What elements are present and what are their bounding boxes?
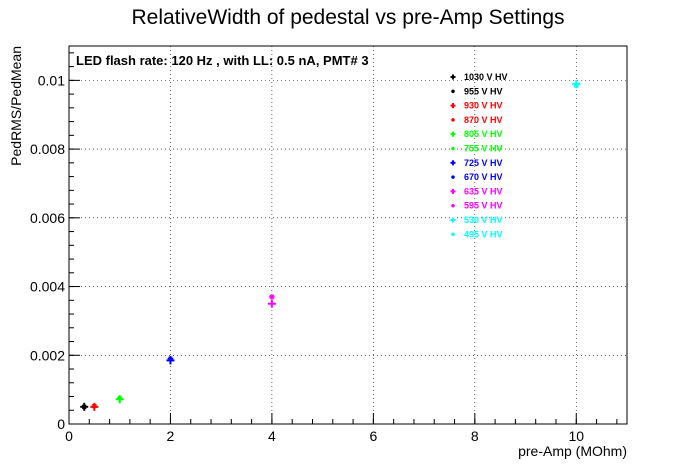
legend-marker <box>451 203 455 208</box>
chart-title: RelativeWidth of pedestal vs pre-Amp Set… <box>131 6 564 29</box>
legend-marker <box>451 118 455 122</box>
x-tick-label: 4 <box>268 428 276 444</box>
legend-label: 1030 V HV <box>464 72 508 82</box>
legend-marker <box>450 217 456 223</box>
x-tick-label: 8 <box>471 428 479 444</box>
x-axis-label: pre-Amp (MOhm) <box>518 443 627 459</box>
x-tick-label: 10 <box>568 428 584 444</box>
chart-annotation: LED flash rate: 120 Hz , with LL: 0.5 nA… <box>76 53 369 68</box>
plot-frame <box>68 45 628 425</box>
legend-label: 635 V HV <box>464 186 503 196</box>
legend-label: 530 V HV <box>464 215 503 225</box>
legend-label: 495 V HV <box>464 229 503 239</box>
legend-label: 755 V HV <box>464 144 503 154</box>
data-point <box>167 355 174 362</box>
data-point <box>91 403 98 409</box>
data-point <box>116 395 123 402</box>
y-tick-label: 0.006 <box>30 210 65 226</box>
y-axis-label: PedRMS/PedMean <box>8 46 24 166</box>
legend-marker <box>451 232 455 237</box>
x-tick-label: 0 <box>65 428 73 444</box>
x-tick-label: 6 <box>369 428 377 444</box>
legend-marker <box>451 146 455 151</box>
legend-label: 805 V HV <box>464 129 503 139</box>
legend-marker <box>451 175 455 179</box>
legend-label: 870 V HV <box>464 115 503 125</box>
x-tick-label: 2 <box>167 428 175 444</box>
legend-marker <box>450 103 456 109</box>
legend-label: 955 V HV <box>464 86 503 96</box>
legend-label: 595 V HV <box>464 201 503 211</box>
legend-marker <box>450 160 456 166</box>
legend-label: 670 V HV <box>464 172 503 182</box>
data-points <box>80 79 581 411</box>
data-point <box>269 294 275 300</box>
legend: 1030 V HV 955 V HV 930 V HV 870 V HV 805 V H… <box>450 72 508 239</box>
legend-marker <box>450 131 456 137</box>
y-tick-label: 0.01 <box>38 72 65 88</box>
data-point <box>573 82 580 89</box>
y-tick-label: 0 <box>57 416 65 432</box>
tick-labels: 0 2 4 6 8 10 0 0.002 0.004 0.006 0.008 0.01 <box>30 72 584 444</box>
data-point <box>267 299 276 308</box>
y-tick-label: 0.002 <box>30 347 65 363</box>
grid <box>68 46 627 425</box>
axis-ticks <box>68 52 618 425</box>
legend-label: 725 V HV <box>464 158 503 168</box>
legend-marker <box>450 74 456 80</box>
y-tick-label: 0.008 <box>30 141 65 157</box>
data-point <box>81 404 88 410</box>
legend-label: 930 V HV <box>464 101 503 111</box>
y-tick-label: 0.004 <box>30 279 65 295</box>
legend-marker <box>450 188 456 194</box>
legend-marker <box>451 89 455 94</box>
